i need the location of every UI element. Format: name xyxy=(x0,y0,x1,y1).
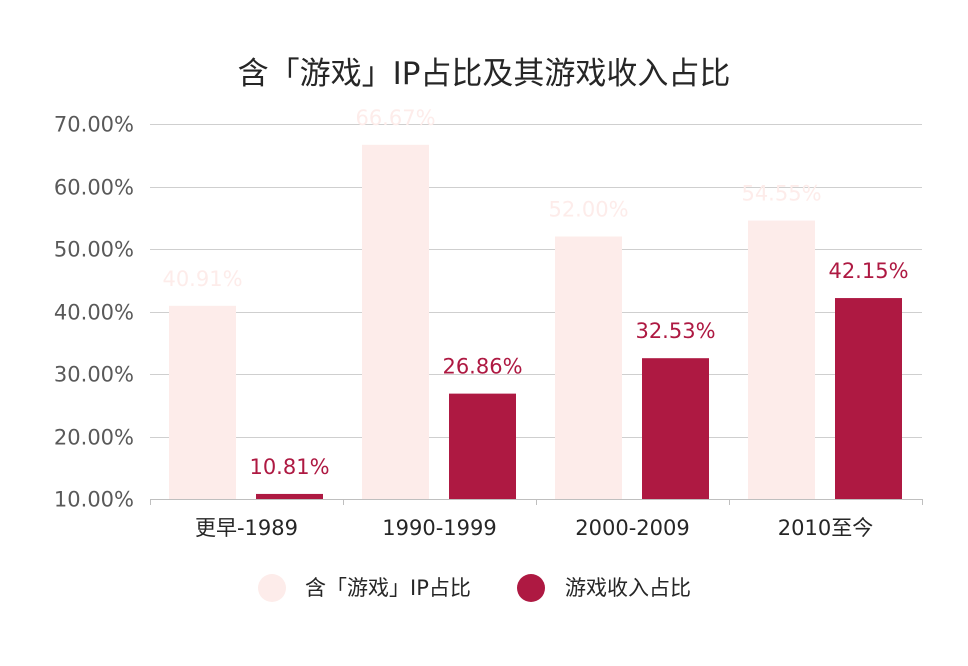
data-label: 26.86% xyxy=(442,355,522,379)
bar xyxy=(555,236,622,499)
bar xyxy=(169,305,236,499)
y-tick-label: 10.00% xyxy=(54,488,134,512)
data-label: 54.55% xyxy=(741,182,821,206)
bar xyxy=(256,493,323,499)
data-label: 42.15% xyxy=(828,259,908,283)
y-tick-label: 20.00% xyxy=(54,426,134,450)
y-tick-label: 50.00% xyxy=(54,238,134,262)
legend-marker xyxy=(517,574,545,602)
bars xyxy=(169,144,902,499)
y-tick-label: 60.00% xyxy=(54,176,134,200)
data-label: 32.53% xyxy=(635,319,715,343)
data-label: 10.81% xyxy=(249,455,329,479)
x-tick-label: 2010至今 xyxy=(778,516,873,540)
y-tick-label: 70.00% xyxy=(54,113,134,137)
x-tick-label: 2000-2009 xyxy=(575,516,689,540)
bar xyxy=(835,298,902,499)
legend-label: 含「游戏」IP占比 xyxy=(305,576,471,600)
bar xyxy=(449,393,516,499)
chart-title: 含「游戏」IP占比及其游戏收入占比 xyxy=(238,56,731,92)
y-axis-ticks: 10.00% 20.00% 30.00% 40.00% 50.00% 60.00% 70.0… xyxy=(54,113,134,512)
y-tick-label: 40.00% xyxy=(54,301,134,325)
bar xyxy=(748,220,815,499)
bar xyxy=(362,144,429,499)
x-axis: 更早-1989 1990-1999 2000-2009 2010至今 xyxy=(150,499,923,540)
data-labels: 40.91% 10.81% 66.67% 26.86% 52.00% 32.53% 54.5… xyxy=(162,106,908,479)
x-tick-label: 更早-1989 xyxy=(195,516,298,540)
legend: 含「游戏」IP占比 游戏收入占比 xyxy=(258,574,691,602)
data-label: 40.91% xyxy=(162,267,242,291)
legend-marker xyxy=(258,574,286,602)
legend-label: 游戏收入占比 xyxy=(565,576,691,600)
data-label: 66.67% xyxy=(355,106,435,130)
x-tick-label: 1990-1999 xyxy=(382,516,496,540)
data-label: 52.00% xyxy=(548,198,628,222)
gridlines xyxy=(150,124,922,500)
bar xyxy=(642,358,709,499)
y-tick-label: 30.00% xyxy=(54,363,134,387)
